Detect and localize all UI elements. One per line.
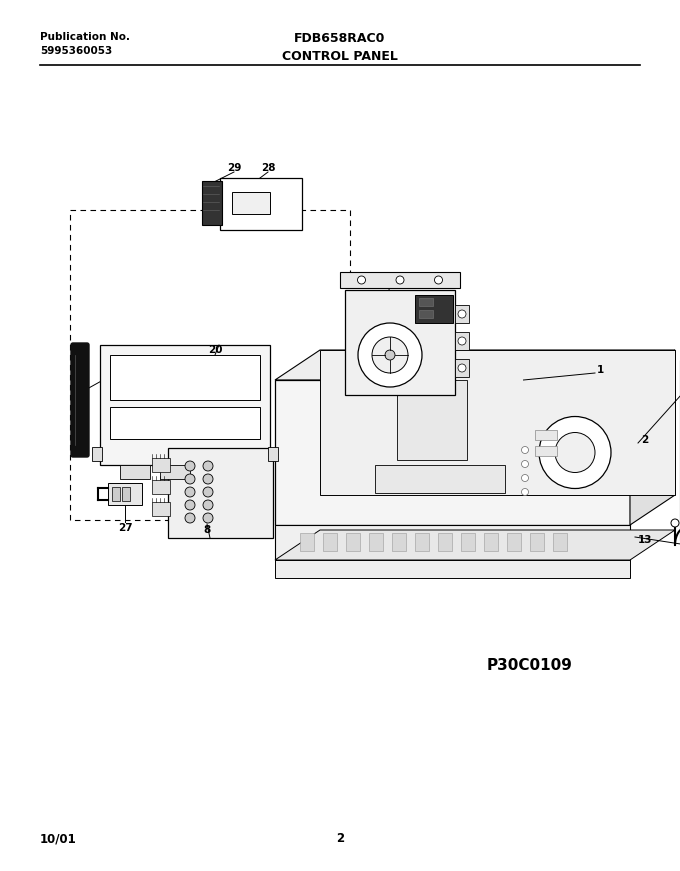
Circle shape [522, 461, 528, 468]
Circle shape [385, 350, 395, 360]
Bar [232, 192, 270, 214]
Circle shape [203, 513, 213, 523]
Circle shape [358, 276, 366, 284]
Bar [461, 533, 475, 551]
Bar [369, 533, 383, 551]
FancyBboxPatch shape [71, 343, 89, 457]
Bar [530, 533, 544, 551]
Bar [122, 487, 130, 501]
Circle shape [203, 461, 213, 471]
Text: CONTROL PANEL: CONTROL PANEL [282, 50, 398, 63]
Bar [323, 533, 337, 551]
Circle shape [671, 519, 679, 527]
Circle shape [539, 416, 611, 489]
Text: 29: 29 [227, 163, 241, 173]
Circle shape [396, 276, 404, 284]
Text: 1: 1 [596, 365, 604, 375]
Bar [392, 533, 406, 551]
Text: 27: 27 [118, 523, 133, 533]
Bar [553, 533, 567, 551]
Bar [455, 359, 469, 377]
Circle shape [203, 487, 213, 497]
Bar [92, 447, 102, 461]
Bar [70, 210, 350, 520]
Polygon shape [275, 530, 675, 560]
Bar [152, 480, 170, 494]
Bar [346, 533, 360, 551]
Circle shape [458, 364, 466, 372]
Text: 20: 20 [208, 345, 222, 355]
Text: 3: 3 [386, 273, 394, 283]
Bar [220, 178, 302, 230]
Circle shape [358, 323, 422, 387]
Bar [152, 458, 170, 472]
Bar [438, 533, 452, 551]
Circle shape [185, 513, 195, 523]
Text: 28: 28 [260, 163, 275, 173]
Circle shape [522, 447, 528, 454]
Bar [535, 430, 557, 440]
Bar [419, 298, 433, 306]
Bar [507, 533, 521, 551]
Circle shape [372, 337, 408, 373]
Circle shape [203, 500, 213, 510]
Text: 5995360053: 5995360053 [40, 46, 112, 56]
Bar [484, 533, 498, 551]
Bar [275, 525, 630, 560]
Circle shape [203, 474, 213, 484]
Bar [202, 181, 222, 225]
Bar [168, 448, 273, 538]
Bar [415, 295, 453, 323]
Bar [160, 465, 190, 479]
Text: 2: 2 [336, 832, 344, 845]
Bar [300, 533, 314, 551]
Polygon shape [275, 350, 675, 380]
Circle shape [435, 276, 443, 284]
Polygon shape [320, 350, 675, 495]
Polygon shape [630, 350, 675, 525]
Bar [275, 560, 630, 578]
Text: 25: 25 [141, 345, 155, 355]
Bar [375, 465, 505, 493]
Text: 8: 8 [203, 525, 211, 535]
Bar [397, 380, 467, 460]
Bar [100, 345, 270, 465]
Bar [340, 272, 460, 288]
Bar [268, 447, 278, 461]
Circle shape [522, 475, 528, 482]
Bar [110, 407, 260, 439]
Bar [110, 355, 260, 400]
Circle shape [185, 487, 195, 497]
Bar [345, 290, 455, 395]
Bar [275, 380, 630, 525]
Bar [415, 533, 429, 551]
Circle shape [458, 337, 466, 345]
Circle shape [185, 461, 195, 471]
Circle shape [185, 500, 195, 510]
Text: 2: 2 [641, 435, 649, 445]
Circle shape [555, 433, 595, 472]
Bar [419, 310, 433, 318]
Bar [455, 305, 469, 323]
Bar [535, 446, 557, 456]
Text: Publication No.: Publication No. [40, 32, 130, 42]
Bar [108, 483, 142, 505]
Bar [120, 465, 150, 479]
Bar [112, 487, 120, 501]
Circle shape [185, 474, 195, 484]
Text: 13: 13 [638, 535, 652, 545]
Bar [455, 332, 469, 350]
Text: FDB658RAC0: FDB658RAC0 [294, 32, 386, 45]
Circle shape [458, 310, 466, 318]
Circle shape [522, 489, 528, 496]
Text: 10/01: 10/01 [40, 832, 77, 845]
Bar [152, 502, 170, 516]
Text: P30C0109: P30C0109 [487, 658, 573, 672]
